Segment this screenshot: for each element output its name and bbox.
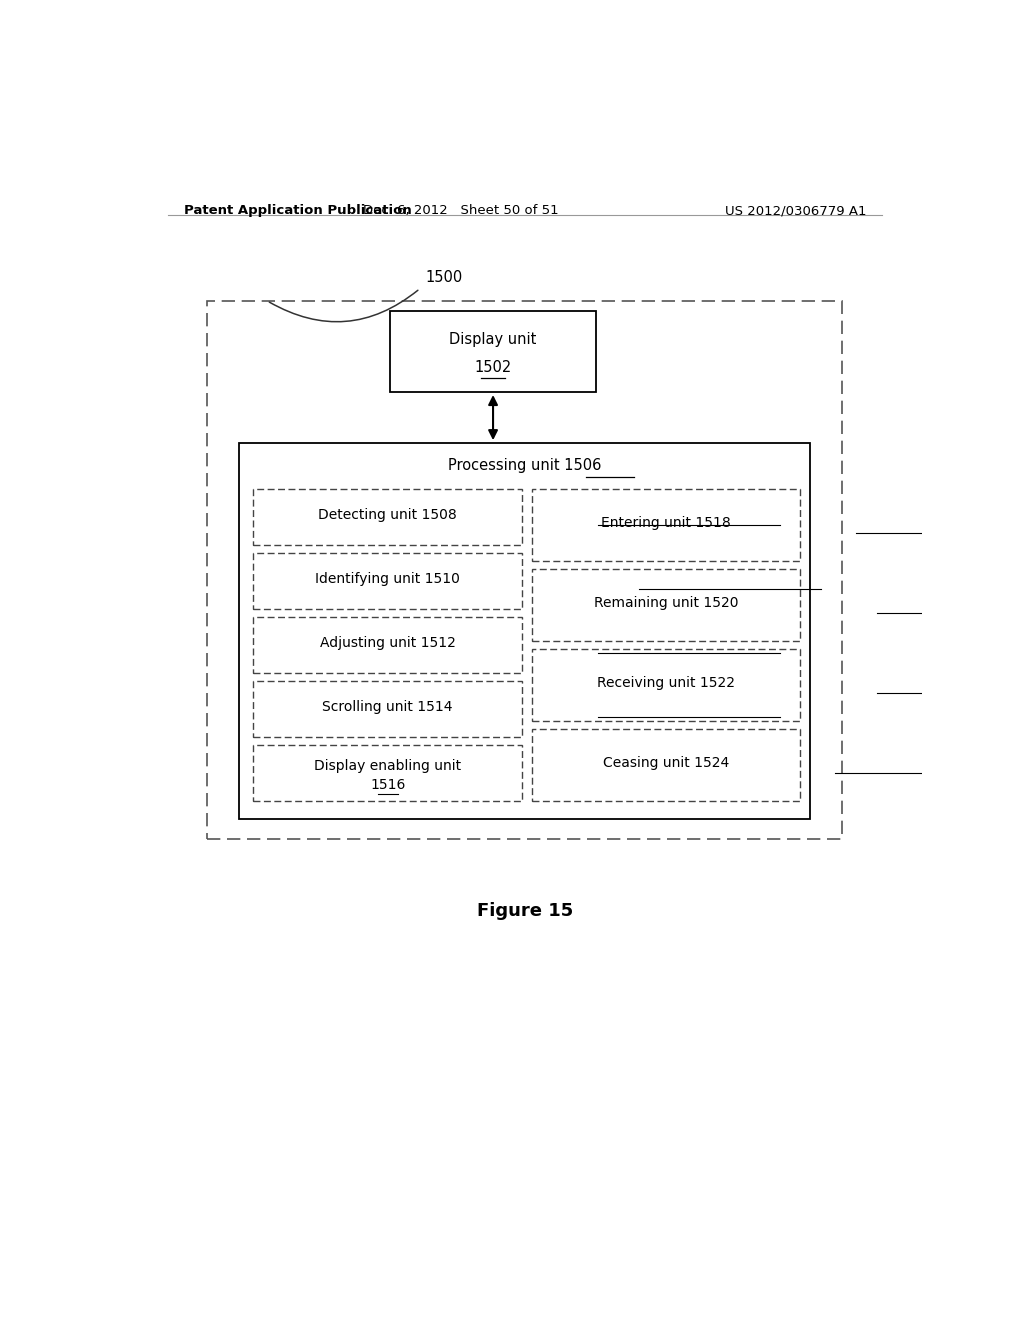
Text: Identifying unit 1510: Identifying unit 1510 bbox=[315, 572, 460, 586]
Bar bbox=[531, 488, 801, 561]
Bar bbox=[253, 744, 522, 801]
Bar bbox=[253, 488, 522, 545]
Text: Remaining unit 1520: Remaining unit 1520 bbox=[594, 595, 738, 610]
Bar bbox=[531, 569, 801, 640]
Bar bbox=[253, 681, 522, 737]
Bar bbox=[531, 729, 801, 801]
Text: Processing unit 1506: Processing unit 1506 bbox=[449, 458, 601, 474]
Text: Detecting unit 1508: Detecting unit 1508 bbox=[318, 508, 457, 521]
Text: US 2012/0306779 A1: US 2012/0306779 A1 bbox=[725, 205, 866, 216]
Text: Display unit: Display unit bbox=[450, 331, 537, 347]
Text: Dec. 6, 2012   Sheet 50 of 51: Dec. 6, 2012 Sheet 50 of 51 bbox=[364, 205, 559, 216]
Text: Adjusting unit 1512: Adjusting unit 1512 bbox=[319, 636, 456, 649]
Bar bbox=[390, 312, 596, 392]
Bar bbox=[531, 649, 801, 721]
Bar bbox=[253, 553, 522, 609]
Text: Entering unit 1518: Entering unit 1518 bbox=[601, 516, 731, 529]
Text: Patent Application Publication: Patent Application Publication bbox=[183, 205, 412, 216]
Bar bbox=[207, 301, 843, 840]
Text: Receiving unit 1522: Receiving unit 1522 bbox=[597, 676, 735, 690]
Bar bbox=[240, 444, 811, 818]
Text: Scrolling unit 1514: Scrolling unit 1514 bbox=[323, 700, 453, 714]
Text: Ceasing unit 1524: Ceasing unit 1524 bbox=[603, 756, 729, 770]
Text: 1502: 1502 bbox=[474, 360, 512, 375]
Bar bbox=[253, 616, 522, 673]
Text: 1500: 1500 bbox=[426, 271, 463, 285]
Text: Figure 15: Figure 15 bbox=[477, 902, 572, 920]
Text: Display enabling unit: Display enabling unit bbox=[314, 759, 461, 774]
Text: 1516: 1516 bbox=[370, 777, 406, 792]
